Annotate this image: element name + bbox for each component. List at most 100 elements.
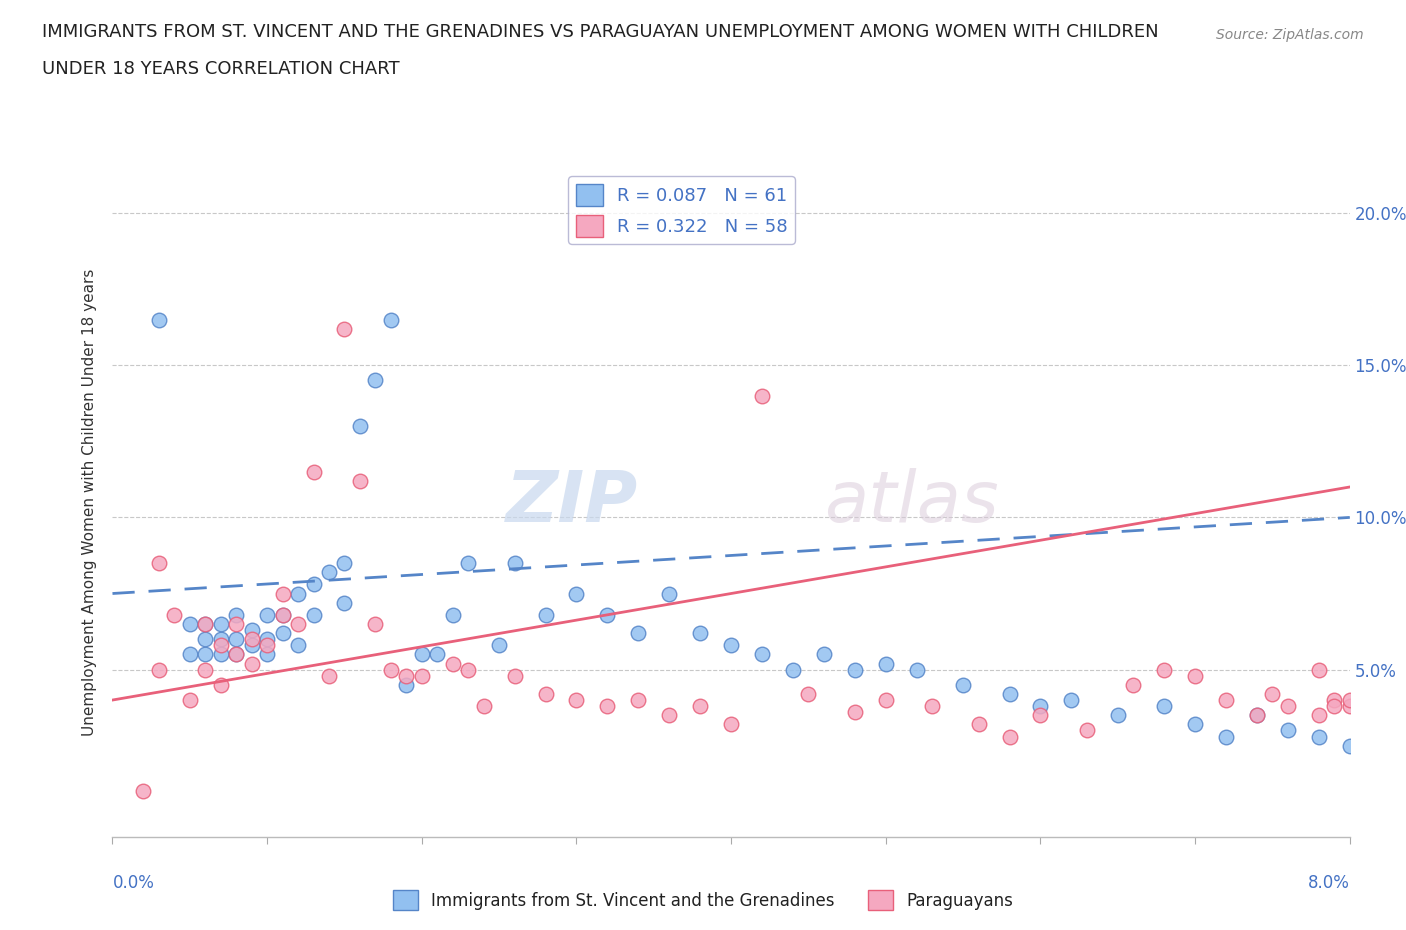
Point (318, 565, 340, 579)
Point (1246, 708, 1268, 723)
Point (441, 607, 464, 622)
Point (1339, 693, 1361, 708)
Point (179, 647, 201, 662)
Point (472, 698, 495, 713)
Point (844, 662, 866, 677)
Point (797, 686, 820, 701)
Point (194, 662, 217, 677)
Point (349, 473, 371, 488)
Point (1339, 698, 1361, 713)
Point (1246, 708, 1268, 723)
Text: 8.0%: 8.0% (1308, 873, 1350, 892)
Point (395, 669, 418, 684)
Point (333, 595, 356, 610)
Point (240, 622, 263, 637)
Point (952, 677, 974, 692)
Point (921, 698, 943, 713)
Point (364, 617, 387, 631)
Point (751, 388, 773, 403)
Point (271, 607, 294, 622)
Point (426, 647, 449, 662)
Point (565, 693, 588, 708)
Point (1277, 698, 1299, 713)
Point (209, 617, 232, 631)
Point (488, 638, 510, 653)
Point (225, 617, 247, 631)
Point (302, 577, 325, 591)
Point (318, 669, 340, 684)
Point (1308, 729, 1330, 744)
Point (240, 656, 263, 671)
Point (256, 638, 278, 653)
Point (256, 607, 278, 622)
Point (287, 586, 309, 601)
Text: IMMIGRANTS FROM ST. VINCENT AND THE GRENADINES VS PARAGUAYAN UNEMPLOYMENT AMONG : IMMIGRANTS FROM ST. VINCENT AND THE GREN… (42, 23, 1159, 41)
Point (1029, 698, 1052, 713)
Y-axis label: Unemployment Among Women with Children Under 18 years: Unemployment Among Women with Children U… (82, 269, 97, 736)
Point (875, 656, 897, 671)
Point (380, 312, 402, 327)
Point (1029, 708, 1052, 723)
Point (333, 321, 356, 336)
Point (596, 607, 619, 622)
Point (148, 662, 170, 677)
Point (179, 693, 201, 708)
Point (596, 698, 619, 713)
Point (271, 586, 294, 601)
Point (209, 631, 232, 646)
Point (349, 418, 371, 433)
Point (782, 662, 804, 677)
Point (1308, 708, 1330, 723)
Point (287, 638, 309, 653)
Point (813, 647, 835, 662)
Point (1323, 698, 1346, 713)
Point (225, 647, 247, 662)
Point (225, 607, 247, 622)
Point (302, 607, 325, 622)
Point (457, 662, 479, 677)
Point (905, 662, 928, 677)
Point (287, 617, 309, 631)
Point (503, 555, 526, 570)
Point (256, 647, 278, 662)
Legend: R = 0.087   N = 61, R = 0.322   N = 58: R = 0.087 N = 61, R = 0.322 N = 58 (568, 177, 794, 244)
Point (1184, 717, 1206, 732)
Point (148, 312, 170, 327)
Point (194, 617, 217, 631)
Point (225, 647, 247, 662)
Point (1339, 738, 1361, 753)
Point (364, 373, 387, 388)
Point (658, 586, 681, 601)
Point (163, 607, 186, 622)
Point (998, 729, 1021, 744)
Point (875, 693, 897, 708)
Point (534, 686, 557, 701)
Point (1060, 693, 1083, 708)
Point (209, 677, 232, 692)
Point (411, 669, 433, 684)
Point (333, 555, 356, 570)
Point (627, 693, 650, 708)
Point (1323, 693, 1346, 708)
Point (271, 626, 294, 641)
Point (1153, 662, 1175, 677)
Point (627, 626, 650, 641)
Point (441, 656, 464, 671)
Point (1153, 698, 1175, 713)
Point (194, 647, 217, 662)
Text: atlas: atlas (824, 468, 998, 537)
Point (1215, 729, 1237, 744)
Point (148, 555, 170, 570)
Point (658, 708, 681, 723)
Point (132, 784, 155, 799)
Point (194, 617, 217, 631)
Point (256, 631, 278, 646)
Point (271, 607, 294, 622)
Point (565, 586, 588, 601)
Point (179, 617, 201, 631)
Point (1215, 693, 1237, 708)
Point (209, 647, 232, 662)
Text: UNDER 18 YEARS CORRELATION CHART: UNDER 18 YEARS CORRELATION CHART (42, 60, 399, 78)
Point (503, 669, 526, 684)
Point (380, 662, 402, 677)
